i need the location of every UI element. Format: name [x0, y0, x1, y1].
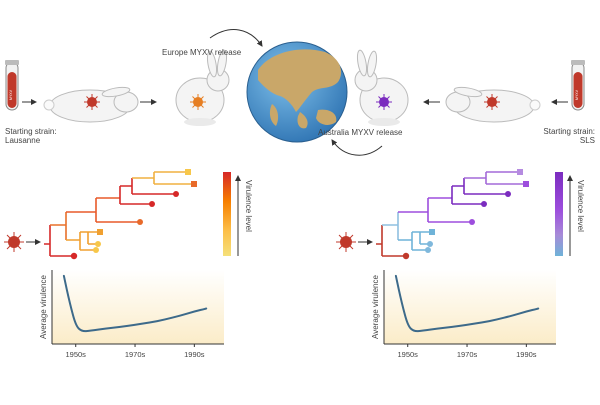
virus-icon	[84, 94, 100, 110]
x-tick-label: 1970s	[457, 350, 478, 359]
virus-icon	[484, 94, 500, 110]
globe-icon	[246, 41, 348, 143]
australia-release-label: Australia MYXV release	[318, 128, 403, 137]
series-line	[62, 274, 208, 333]
virus-icon	[336, 232, 356, 252]
series-line	[394, 274, 540, 333]
phylogeny-australia	[376, 171, 526, 257]
y-axis-label: Average virulence	[371, 275, 380, 339]
rabbit-icon	[175, 49, 230, 126]
test-tube-icon: MYXV	[571, 60, 585, 111]
virus-icon	[376, 94, 392, 110]
virus-icon	[190, 94, 206, 110]
phylogeny-australia-tips	[402, 169, 529, 260]
rabbit-icon	[354, 49, 409, 126]
x-tick-label: 1990s	[516, 350, 537, 359]
plot-area	[52, 270, 224, 344]
arrow-icon	[331, 139, 383, 156]
x-tick-label: 1990s	[184, 350, 205, 359]
virulence-legend-label-australia: Virulence level	[576, 180, 585, 232]
start-strain-right-line2: SLS	[580, 136, 595, 145]
x-tick-label: 1950s	[66, 350, 87, 359]
europe-release-label: Europe MYXV release	[162, 48, 242, 57]
virulence-chart-europe: Average virulence 1950s 1970s 1990s	[39, 270, 224, 359]
phylogeny-europe-tips	[70, 169, 197, 260]
tube-label: MYXV	[9, 89, 13, 100]
arrow-icon	[209, 29, 263, 47]
start-strain-right-line1: Starting strain:	[543, 127, 595, 136]
start-strain-left-line1: Starting strain:	[5, 127, 57, 136]
test-tube-icon: MYXV	[5, 60, 19, 111]
x-tick-label: 1950s	[398, 350, 419, 359]
y-axis-label: Average virulence	[39, 275, 48, 339]
virulence-legend-europe: Virulence level	[223, 172, 253, 256]
virulence-legend-label-europe: Virulence level	[244, 180, 253, 232]
x-tick-label: 1970s	[125, 350, 146, 359]
virulence-chart-australia: Average virulence 1950s 1970s 1990s	[371, 270, 556, 359]
plot-area	[384, 270, 556, 344]
virulence-legend-australia: Virulence level	[555, 172, 585, 256]
tube-label: MYXV	[575, 89, 579, 100]
virus-icon	[4, 232, 24, 252]
phylogeny-europe	[44, 171, 194, 257]
start-strain-left-line2: Lausanne	[5, 136, 41, 145]
